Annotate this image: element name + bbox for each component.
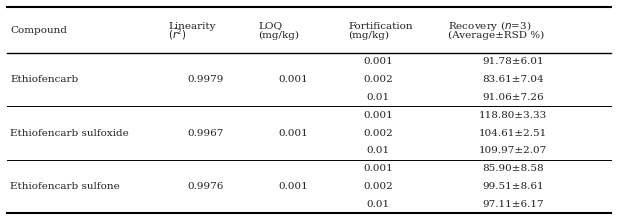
Text: 0.01: 0.01 [366,146,389,155]
Text: 0.002: 0.002 [363,182,393,191]
Text: Recovery ($n$=3): Recovery ($n$=3) [448,19,531,33]
Text: 0.9976: 0.9976 [188,182,224,191]
Text: (mg/kg): (mg/kg) [258,30,299,40]
Text: 0.002: 0.002 [363,75,393,84]
Text: Fortification: Fortification [348,22,413,31]
Text: 0.001: 0.001 [278,182,308,191]
Text: (mg/kg): (mg/kg) [348,30,389,40]
Text: 109.97±2.07: 109.97±2.07 [479,146,547,155]
Text: 85.90±8.58: 85.90±8.58 [482,164,544,173]
Text: Ethiofencarb: Ethiofencarb [10,75,78,84]
Text: Linearity: Linearity [168,22,216,31]
Text: 0.9979: 0.9979 [188,75,224,84]
Text: 118.80±3.33: 118.80±3.33 [479,111,547,120]
Text: 83.61±7.04: 83.61±7.04 [482,75,544,84]
Text: Compound: Compound [10,26,67,35]
Text: 0.01: 0.01 [366,93,389,102]
Text: 0.001: 0.001 [363,111,393,120]
Text: $(r^2)$: $(r^2)$ [168,28,187,42]
Text: (Average±RSD %): (Average±RSD %) [448,30,544,40]
Text: LOQ: LOQ [258,22,282,31]
Text: Ethiofencarb sulfone: Ethiofencarb sulfone [10,182,120,191]
Text: 97.11±6.17: 97.11±6.17 [482,200,544,209]
Text: 104.61±2.51: 104.61±2.51 [479,128,547,138]
Text: 0.001: 0.001 [363,57,393,66]
Text: 0.9967: 0.9967 [188,128,224,138]
Text: 0.001: 0.001 [363,164,393,173]
Text: Ethiofencarb sulfoxide: Ethiofencarb sulfoxide [10,128,129,138]
Text: 0.002: 0.002 [363,128,393,138]
Text: 91.06±7.26: 91.06±7.26 [482,93,544,102]
Text: 91.78±6.01: 91.78±6.01 [482,57,544,66]
Text: 0.01: 0.01 [366,200,389,209]
Text: 0.001: 0.001 [278,75,308,84]
Text: 0.001: 0.001 [278,128,308,138]
Text: 99.51±8.61: 99.51±8.61 [482,182,544,191]
